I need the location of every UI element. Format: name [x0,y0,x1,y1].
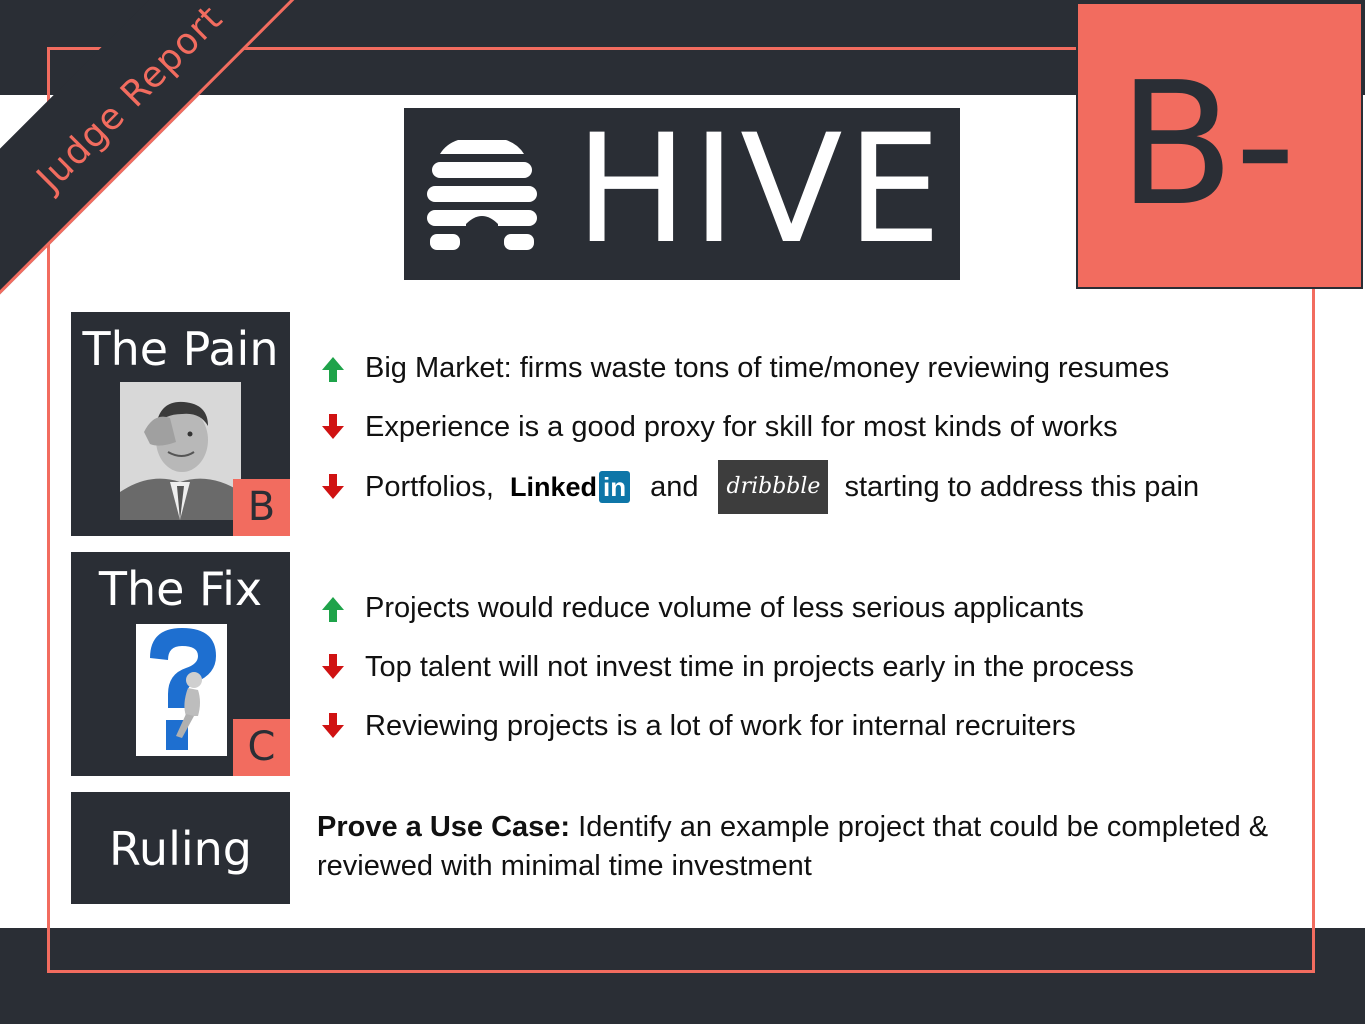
linkedin-logo: Linked in [509,471,631,503]
fix-box: The Fix C [71,552,290,776]
grade-text: B- [1118,46,1296,244]
fix-score: C [233,719,290,776]
dribbble-logo: dribbble [718,460,829,514]
pain-title: The Pain [82,322,279,376]
fix-bullet-2-text: Top talent will not invest time in proje… [365,650,1134,683]
linkedin-logo-word: Linked [509,471,597,502]
pain-bullet-2-text: Experience is a good proxy for skill for… [365,410,1118,443]
linkedin-in-badge: in [598,471,631,503]
stressed-man-image [120,382,241,520]
pain-bullet-3: Portfolios, Linked in and dribbble starti… [316,460,1200,514]
arrow-up-icon [322,597,344,622]
pain-bullet-1: Big Market: firms waste tons of time/mon… [316,348,1169,388]
fix-bullet-1-text: Projects would reduce volume of less ser… [365,591,1084,624]
bottom-band [0,928,1365,1024]
pain-score: B [233,479,290,536]
arrow-down-icon [322,654,344,679]
hive-logo [404,108,960,280]
grade-badge [1076,2,1363,289]
arrow-down-icon [322,474,344,499]
pain-bullet-3-middle: and [650,470,699,503]
arrow-up-icon [322,357,344,382]
arrow-down-icon [322,713,344,738]
ruling-title: Ruling [109,822,252,876]
pain-bullet-3-prefix: Portfolios, [365,470,494,503]
beehive-icon [427,140,537,250]
ruling-text: Prove a Use Case: Identify an example pr… [317,808,1277,886]
logo-text: HIVE [575,103,946,277]
arrow-down-icon [322,414,344,439]
pain-bullet-3-suffix: starting to address this pain [844,470,1200,503]
pain-bullet-2: Experience is a good proxy for skill for… [316,407,1118,447]
ruling-box: Ruling [71,792,290,904]
fix-bullet-3-text: Reviewing projects is a lot of work for … [365,709,1076,742]
question-mark-figure-image [136,624,227,756]
pain-box: The Pain B [71,312,290,536]
ruling-body: Identify an example project that could b… [317,811,1269,882]
fix-bullet-3: Reviewing projects is a lot of work for … [316,706,1076,746]
fix-title: The Fix [98,562,263,616]
ruling-bold: Prove a Use Case: [317,811,571,843]
pain-bullet-1-text: Big Market: firms waste tons of time/mon… [365,351,1170,384]
fix-bullet-2: Top talent will not invest time in proje… [316,647,1134,687]
content-frame [47,47,1315,973]
fix-bullet-1: Projects would reduce volume of less ser… [316,588,1084,628]
